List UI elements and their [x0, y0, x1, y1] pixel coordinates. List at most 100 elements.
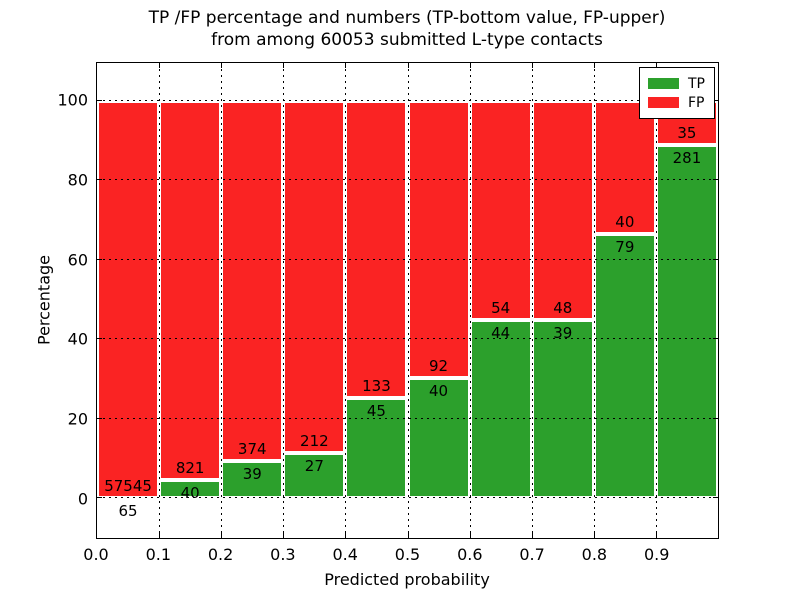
- tp-bar-segment: [469, 319, 532, 499]
- y-tick-label: 60: [67, 250, 88, 270]
- x-tick-label: 0.3: [270, 545, 296, 564]
- x-tick-mark-bottom: [159, 533, 161, 538]
- horizontal-gridline: [97, 338, 718, 340]
- tp-count-label: 65: [118, 501, 138, 520]
- y-tick-mark-right: [713, 258, 718, 260]
- vertical-gridline: [593, 63, 595, 538]
- chart-title: TP /FP percentage and numbers (TP-bottom…: [96, 7, 718, 51]
- x-tick-mark-bottom: [407, 533, 409, 538]
- fp-count-label: 35: [677, 123, 697, 142]
- x-tick-mark-top: [593, 63, 595, 68]
- y-tick-mark-left: [97, 179, 102, 181]
- fp-bar-segment: [159, 100, 222, 480]
- vertical-gridline: [221, 63, 223, 538]
- vertical-gridline: [655, 63, 657, 538]
- horizontal-gridline: [97, 497, 718, 499]
- tp-count-label: 281: [672, 148, 702, 167]
- horizontal-gridline: [97, 179, 718, 181]
- chart-title-line1: TP /FP percentage and numbers (TP-bottom…: [148, 8, 666, 28]
- x-tick-mark-bottom: [345, 533, 347, 538]
- y-tick-mark-right: [713, 497, 718, 499]
- x-axis-label: Predicted probability: [324, 570, 490, 589]
- fp-count-label: 133: [362, 376, 391, 395]
- x-tick-label: 0.2: [207, 545, 234, 564]
- legend-label-tp: TP: [688, 75, 705, 92]
- x-tick-label: 0.8: [581, 545, 608, 564]
- legend-item-fp: FP: [648, 93, 705, 112]
- vertical-gridline: [469, 63, 471, 538]
- x-tick-mark-top: [469, 63, 471, 68]
- x-tick-mark-bottom: [469, 533, 471, 538]
- tp-bar-segment: [221, 460, 284, 499]
- y-tick-mark-left: [97, 99, 102, 101]
- fp-bar-segment: [345, 100, 408, 398]
- tp-bar-segment: [531, 320, 594, 499]
- y-tick-label: 80: [67, 170, 88, 190]
- tp-count-label: 27: [304, 457, 324, 476]
- legend: TP FP: [639, 67, 715, 119]
- y-tick-mark-left: [97, 417, 102, 419]
- x-tick-mark-top: [283, 63, 285, 68]
- vertical-gridline: [283, 63, 285, 538]
- horizontal-gridline: [97, 417, 718, 419]
- vertical-gridline: [531, 63, 533, 538]
- chart-title-line2: from among 60053 submitted L-type contac…: [211, 30, 603, 50]
- x-tick-mark-top: [531, 63, 533, 68]
- x-tick-mark-top: [159, 63, 161, 68]
- y-tick-label: 40: [67, 329, 88, 349]
- y-axis-label: Percentage: [34, 254, 54, 346]
- x-tick-mark-bottom: [283, 533, 285, 538]
- y-tick-mark-left: [97, 497, 102, 499]
- y-tick-mark-right: [713, 338, 718, 340]
- x-tick-label: 0.5: [394, 545, 421, 564]
- x-tick-label: 0.9: [643, 545, 670, 564]
- vertical-gridline: [159, 63, 161, 538]
- horizontal-gridline: [97, 99, 718, 101]
- fp-bar-segment: [469, 100, 532, 320]
- y-tick-mark-left: [97, 258, 102, 260]
- x-tick-mark-top: [655, 63, 657, 68]
- fp-count-label: 57545: [104, 476, 152, 495]
- y-tick-mark-right: [713, 99, 718, 101]
- y-tick-label: 20: [67, 409, 88, 429]
- tp-count-label: 79: [615, 238, 635, 257]
- x-tick-label: 0.0: [83, 545, 109, 564]
- fp-bar-segment: [593, 100, 656, 235]
- x-tick-mark-top: [221, 63, 223, 68]
- fp-color-swatch: [648, 97, 679, 108]
- fp-bar-segment: [407, 100, 470, 378]
- y-tick-label: 0: [77, 489, 88, 509]
- tp-count-label: 39: [553, 324, 573, 343]
- tp-color-swatch: [648, 78, 679, 89]
- y-tick-mark-right: [713, 417, 718, 419]
- fp-count-label: 92: [429, 356, 449, 375]
- fp-count-label: 48: [553, 299, 573, 318]
- vertical-gridline: [407, 63, 409, 538]
- tp-count-label: 40: [429, 381, 449, 400]
- x-tick-label: 0.4: [332, 545, 358, 564]
- tp-count-label: 40: [180, 483, 200, 502]
- tp-count-label: 39: [242, 464, 262, 483]
- fp-count-label: 821: [175, 458, 205, 477]
- tp-count-label: 45: [366, 401, 386, 420]
- x-tick-label: 0.7: [519, 545, 545, 564]
- plot-area: TP FP 57545 65 821 40 374 39 212 27 133 45 92 40 54 4…: [96, 62, 719, 539]
- tp-bar-segment: [407, 377, 470, 499]
- fp-count-label: 212: [300, 432, 329, 451]
- vertical-gridline: [345, 63, 347, 538]
- tp-bar-segment: [345, 397, 408, 499]
- legend-item-tp: TP: [648, 74, 705, 93]
- fp-bar-segment: [283, 100, 346, 454]
- tp-bar-segment: [655, 144, 718, 499]
- fp-count-label: 374: [237, 439, 267, 458]
- fp-bar-segment: [531, 100, 594, 321]
- fp-count-label: 40: [615, 213, 635, 232]
- x-tick-label: 0.1: [145, 545, 172, 564]
- x-tick-mark-bottom: [655, 533, 657, 538]
- fp-bar-segment: [221, 100, 284, 461]
- fp-bar-segment: [97, 100, 160, 498]
- y-tick-labels: 0 20 40 60 80 100: [30, 62, 88, 539]
- x-tick-mark-bottom: [221, 533, 223, 538]
- y-tick-mark-left: [97, 338, 102, 340]
